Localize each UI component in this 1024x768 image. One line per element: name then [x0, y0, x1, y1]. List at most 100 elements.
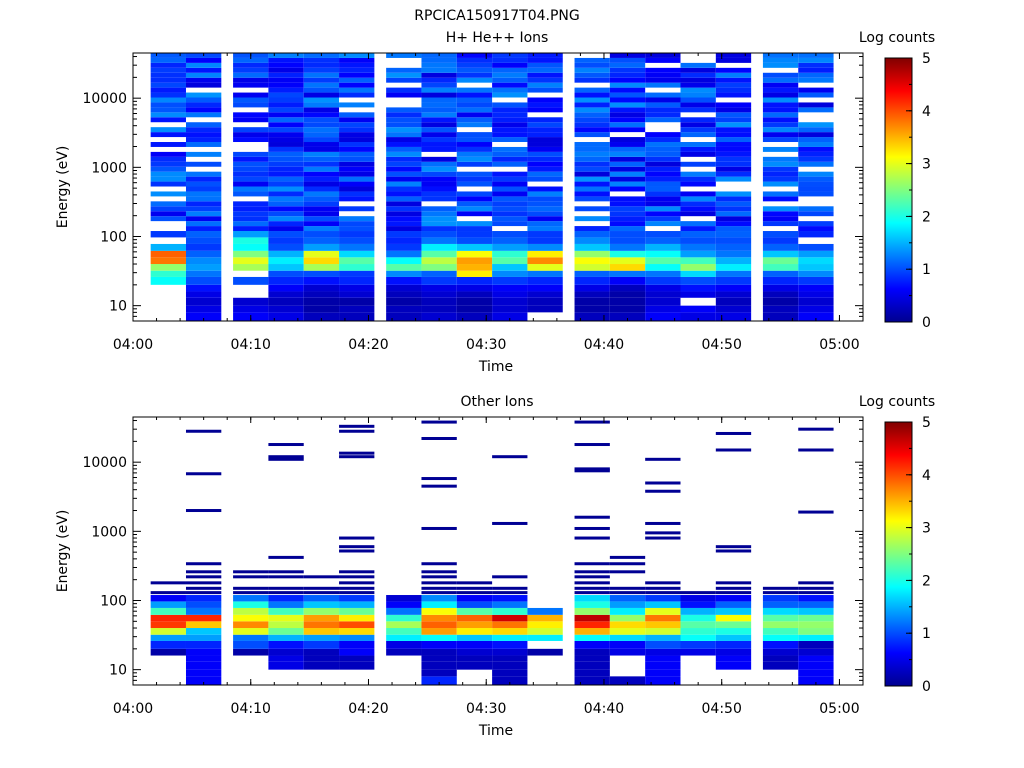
spectrogram-cell [456, 297, 493, 306]
spectrogram-cell [268, 191, 304, 197]
spectrogram-cell [303, 221, 340, 227]
spectrogram-cell [798, 628, 834, 635]
spectrogram-cell [492, 181, 528, 187]
spectrogram-cell [303, 291, 340, 298]
spectrogram-cell [339, 67, 375, 73]
spectrogram-line [185, 591, 222, 595]
spectrogram-cell [421, 206, 457, 212]
spectrogram-cell [456, 112, 493, 118]
spectrogram-cell [574, 284, 610, 292]
spectrogram-cell [339, 243, 375, 251]
spectrogram-cell [645, 137, 681, 143]
spectrogram-cell [233, 297, 269, 306]
spectrogram-cell [527, 72, 563, 78]
spectrogram-cell [339, 231, 375, 238]
spectrogram-cell [303, 237, 340, 244]
spectrogram-cell [339, 305, 375, 313]
spectrogram-cell [268, 181, 304, 187]
spectrogram-cell [527, 161, 563, 167]
spectrogram-cell [762, 264, 799, 271]
spectrogram-line [421, 484, 457, 488]
spectrogram-cell [233, 117, 269, 123]
spectrogram-line [798, 510, 834, 514]
spectrogram-cell [185, 77, 222, 83]
spectrogram-cell [303, 312, 340, 321]
spectrogram-cell [421, 62, 457, 68]
spectrogram-cell [303, 151, 340, 157]
spectrogram-cell [386, 151, 422, 157]
spectrogram-cell [339, 186, 375, 192]
spectrogram-cell [680, 211, 716, 217]
spectrogram-cell [574, 601, 610, 608]
spectrogram-line [492, 591, 528, 595]
spectrogram-cell [386, 601, 422, 608]
spectrogram-line [339, 570, 375, 574]
spectrogram-cell [762, 122, 799, 128]
spectrogram-cell [303, 146, 340, 152]
spectrogram-cell [185, 669, 222, 677]
spectrogram-cell [574, 669, 610, 677]
spectrogram-cell [492, 211, 528, 217]
spectrogram-line [339, 451, 375, 455]
spectrogram-line [268, 457, 304, 461]
spectrogram-cell [303, 628, 340, 635]
spectrogram-cell [303, 243, 340, 251]
spectrogram-cell [762, 270, 799, 277]
spectrogram-cell [185, 243, 222, 251]
spectrogram-cell [798, 291, 834, 298]
spectrogram-cell [715, 264, 752, 271]
spectrogram-cell [762, 97, 799, 103]
spectrogram-cell [456, 77, 493, 83]
spectrogram-cell [680, 231, 716, 238]
spectrogram-cell [762, 196, 799, 202]
spectrogram-cell [527, 276, 563, 285]
spectrogram-line [574, 570, 610, 574]
spectrogram-cell [303, 82, 340, 88]
spectrogram-cell [527, 614, 563, 622]
spectrogram-cell [680, 127, 716, 133]
spectrogram-cell [492, 270, 528, 277]
spectrogram-cell [798, 146, 834, 152]
spectrogram-cell [527, 137, 563, 143]
spectrogram-cell [456, 607, 493, 615]
spectrogram-cell [609, 72, 646, 78]
spectrogram-cell [339, 156, 375, 162]
spectrogram-cell [456, 146, 493, 152]
spectrogram-cell [609, 607, 646, 615]
spectrogram-cell [762, 276, 799, 285]
spectrogram-cell [609, 137, 646, 143]
spectrogram-cell [680, 146, 716, 152]
spectrogram-cell [421, 595, 457, 602]
spectrogram-cell [339, 142, 375, 147]
spectrogram-cell [386, 181, 422, 187]
spectrogram-cell [233, 221, 269, 227]
spectrogram-cell [527, 62, 563, 68]
spectrogram-cell [715, 161, 752, 167]
spectrogram-cell [185, 97, 222, 103]
spectrogram-cell [680, 142, 716, 147]
spectrogram-cell [386, 92, 422, 98]
spectrogram-cell [386, 132, 422, 138]
spectrogram-cell [762, 127, 799, 133]
spectrogram-cell [715, 257, 752, 265]
spectrogram-cell [185, 186, 222, 192]
spectrogram-cell [421, 112, 457, 118]
spectrogram-cell [339, 661, 375, 670]
spectrogram-cell [492, 67, 528, 73]
spectrogram-cell [303, 92, 340, 98]
spectrogram-cell [150, 151, 186, 157]
spectrogram-cell [185, 276, 222, 285]
spectrogram-cell [609, 305, 646, 313]
spectrogram-cell [339, 648, 375, 656]
spectrogram-cell [303, 132, 340, 138]
spectrogram-cell [233, 97, 269, 103]
spectrogram-cell [715, 601, 752, 608]
spectrogram-cell [421, 305, 457, 313]
spectrogram-cell [456, 122, 493, 128]
spectrogram-cell [339, 621, 375, 629]
spectrogram-line [715, 591, 752, 595]
spectrogram-cell [715, 284, 752, 292]
spectrogram-cell [456, 62, 493, 68]
spectrogram-cell [574, 614, 610, 622]
spectrogram-cell [268, 53, 304, 58]
